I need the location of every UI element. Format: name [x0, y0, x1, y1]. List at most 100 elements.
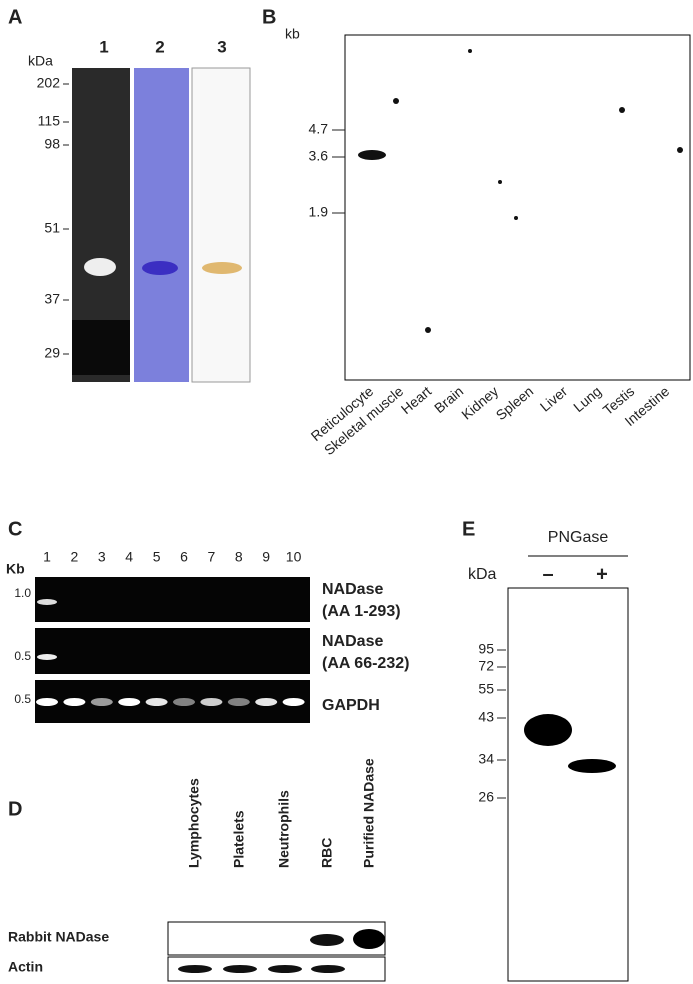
marker-label: 4.7: [309, 121, 329, 137]
speck: [393, 98, 399, 104]
gel-band: [145, 698, 168, 706]
lane-label: RBC: [319, 838, 335, 868]
treatment-label: PNGase: [548, 529, 609, 546]
marker-label: 202: [37, 75, 61, 91]
gel: [35, 577, 310, 622]
speck: [498, 180, 502, 184]
marker-label: 29: [44, 345, 60, 361]
row-label: Rabbit NADase: [8, 929, 109, 945]
gel-band: [90, 698, 113, 706]
gel: [35, 628, 310, 674]
gel-band: [118, 698, 141, 706]
lane-label: 10: [286, 549, 302, 565]
marker-label: 26: [478, 789, 494, 805]
panel-label: E: [462, 518, 475, 540]
panel-label: D: [8, 798, 22, 820]
blot-band: [358, 150, 386, 160]
gel-band: [200, 698, 223, 706]
lane-label: 7: [208, 549, 216, 565]
marker-label: 34: [478, 751, 494, 767]
blot: [507, 587, 629, 982]
panel-label: B: [262, 6, 276, 28]
blot-band: [311, 965, 345, 973]
gel-band: [37, 654, 57, 660]
blot-band: [178, 965, 212, 973]
row-label: (AA 1-293): [322, 603, 401, 620]
gel-band: [84, 258, 116, 276]
panel-label: C: [8, 518, 22, 540]
unit-label: Kb: [6, 561, 25, 577]
marker-label: 1.0: [14, 586, 31, 600]
gel-lane: [191, 67, 251, 383]
lane-label: Purified NADase: [361, 758, 377, 868]
marker-label: 1.9: [309, 204, 329, 220]
marker-label: 3.6: [309, 148, 329, 164]
gel-band: [37, 599, 57, 605]
marker-label: 0.5: [14, 692, 31, 706]
speck: [677, 147, 683, 153]
row-label: (AA 66-232): [322, 655, 409, 672]
marker-label: 72: [478, 658, 494, 674]
marker-label: 37: [44, 291, 60, 307]
speck: [468, 49, 472, 53]
row-label: NADase: [322, 581, 383, 598]
panel-label: A: [8, 6, 22, 28]
row-label: Actin: [8, 959, 43, 975]
lane-label: Liver: [537, 383, 571, 415]
marker-label: 43: [478, 709, 494, 725]
marker-label: 95: [478, 641, 494, 657]
blot-band: [353, 929, 385, 949]
blot-band: [268, 965, 302, 973]
gel-band: [36, 698, 58, 706]
blot-band: [310, 934, 344, 946]
lane-label: 1: [99, 37, 108, 56]
lane-label: +: [596, 563, 608, 585]
lane-label: Platelets: [231, 810, 247, 868]
blot: [167, 921, 386, 956]
lane-label: 2: [71, 549, 79, 565]
speck: [425, 327, 431, 333]
gapdh-bands: [36, 698, 305, 706]
marker-label: 55: [478, 681, 494, 697]
lane-label: Heart: [398, 383, 435, 417]
gel-band: [173, 698, 195, 706]
lane-label: 2: [155, 37, 164, 56]
gel-lane: [134, 68, 189, 382]
gel-band: [227, 698, 250, 706]
lane-label: 3: [217, 37, 226, 56]
lane-label: 5: [153, 549, 161, 565]
unit-label: kDa: [28, 53, 53, 69]
lane-label: 8: [235, 549, 243, 565]
gel-band: [142, 261, 178, 275]
row-label: NADase: [322, 633, 383, 650]
lane-label: Spleen: [493, 383, 537, 423]
marker-label: 115: [38, 113, 61, 129]
lane-label: 6: [180, 549, 188, 565]
marker-label: 98: [44, 136, 60, 152]
lane-label: Lymphocytes: [186, 778, 202, 868]
lane-label: 3: [98, 549, 106, 565]
lane-label: 9: [262, 549, 270, 565]
row-label: GAPDH: [322, 697, 380, 714]
gel-band: [282, 698, 305, 706]
marker-label: 51: [44, 220, 60, 236]
gel-band: [202, 262, 242, 274]
speck: [514, 216, 518, 220]
lane-label: 4: [125, 549, 133, 565]
marker-label: 0.5: [14, 649, 31, 663]
actin-bands: [178, 965, 345, 973]
lane-label: Kidney: [458, 383, 501, 423]
lane-label: 1: [43, 549, 51, 565]
blot-band: [223, 965, 257, 973]
lane-label: Lung: [570, 383, 604, 415]
unit-label: kb: [285, 26, 300, 42]
gel-band: [255, 698, 278, 706]
speck: [619, 107, 625, 113]
blot-band: [568, 759, 616, 773]
blot-frame: [344, 34, 691, 381]
blot-band: [524, 714, 572, 746]
gel-band: [63, 698, 86, 706]
lane-label: –: [542, 563, 553, 585]
unit-label: kDa: [468, 566, 497, 583]
